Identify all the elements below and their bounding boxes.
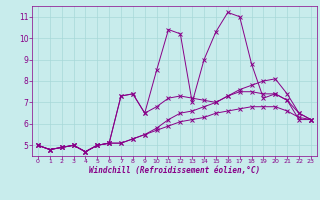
- X-axis label: Windchill (Refroidissement éolien,°C): Windchill (Refroidissement éolien,°C): [89, 166, 260, 175]
